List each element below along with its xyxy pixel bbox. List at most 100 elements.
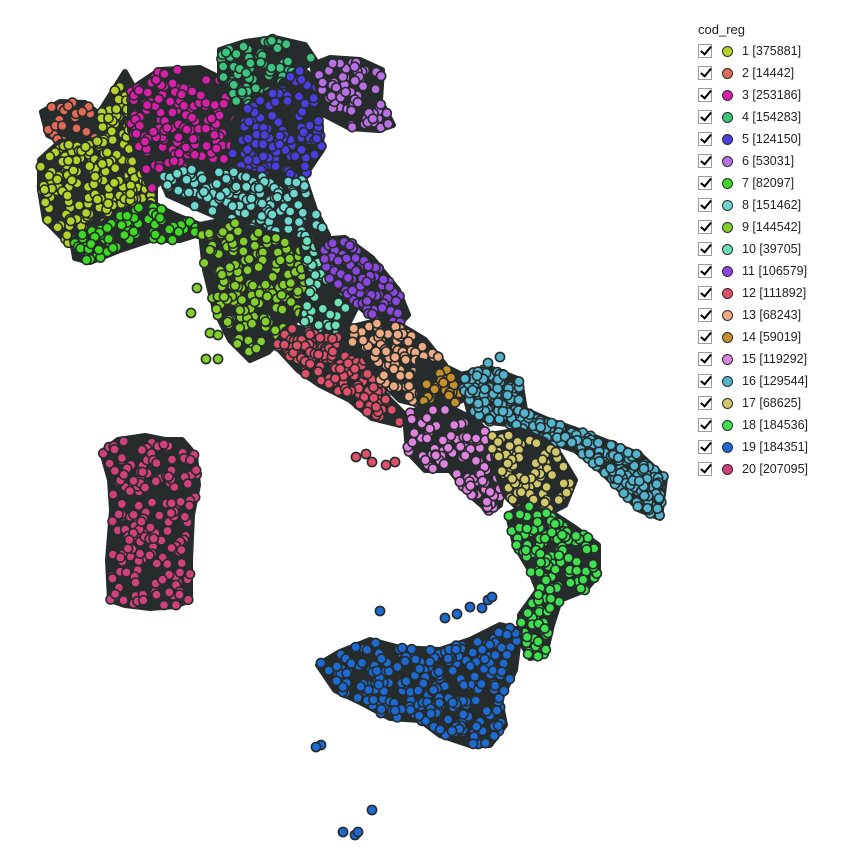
legend-label: 2 [14442] xyxy=(742,66,795,80)
legend-item-14[interactable]: 14 [59019] xyxy=(698,326,838,348)
legend-item-17[interactable]: 17 [68625] xyxy=(698,392,838,414)
region-12-island-points xyxy=(350,448,401,471)
legend-checkbox[interactable] xyxy=(698,330,712,344)
region-9-points xyxy=(196,217,314,363)
legend-swatch-icon xyxy=(722,441,733,453)
legend-swatch-icon xyxy=(722,463,733,475)
legend-swatch-icon xyxy=(722,221,733,233)
region-3-points xyxy=(125,64,249,194)
legend-item-6[interactable]: 6 [53031] xyxy=(698,150,838,172)
legend-checkbox[interactable] xyxy=(698,352,712,366)
region-16-points xyxy=(457,364,669,521)
legend-checkbox[interactable] xyxy=(698,308,712,322)
legend-label: 19 [184351] xyxy=(742,440,809,454)
legend-label: 20 [207095] xyxy=(742,462,809,476)
region-15-points xyxy=(402,402,508,516)
legend-rows: 1 [375881] 2 [14442] 3 [253186] 4 [154283] 5… xyxy=(698,40,838,480)
legend-swatch-icon xyxy=(722,177,733,189)
region-19-points xyxy=(315,622,523,750)
region-16-island-points xyxy=(482,351,506,369)
legend-label: 17 [68625] xyxy=(742,396,802,410)
legend-checkbox[interactable] xyxy=(698,176,712,190)
legend-item-19[interactable]: 19 [184351] xyxy=(698,436,838,458)
legend: cod_reg 1 [375881] 2 [14442] 3 [253186] 4 [… xyxy=(698,21,838,480)
legend-swatch-icon xyxy=(722,397,733,409)
legend-label: 5 [124150] xyxy=(742,132,802,146)
legend-checkbox[interactable] xyxy=(698,110,712,124)
legend-checkbox[interactable] xyxy=(698,440,712,454)
legend-item-15[interactable]: 15 [119292] xyxy=(698,348,838,370)
legend-checkbox[interactable] xyxy=(698,418,712,432)
legend-label: 4 [154283] xyxy=(742,110,802,124)
region-1-points xyxy=(35,69,158,253)
legend-item-10[interactable]: 10 [39705] xyxy=(698,238,838,260)
legend-swatch-icon xyxy=(722,133,733,145)
legend-label: 12 [111892] xyxy=(742,286,807,300)
region-9-island-points xyxy=(185,282,224,365)
region-7-points xyxy=(69,200,208,266)
legend-item-18[interactable]: 18 [184536] xyxy=(698,414,838,436)
legend-swatch-icon xyxy=(722,45,733,57)
legend-swatch-icon xyxy=(722,243,733,255)
legend-label: 14 [59019] xyxy=(742,330,802,344)
legend-checkbox[interactable] xyxy=(698,396,712,410)
legend-swatch-icon xyxy=(722,265,733,277)
legend-item-9[interactable]: 9 [144542] xyxy=(698,216,838,238)
legend-checkbox[interactable] xyxy=(698,154,712,168)
legend-checkbox[interactable] xyxy=(698,286,712,300)
legend-swatch-icon xyxy=(722,287,733,299)
legend-swatch-icon xyxy=(722,375,733,387)
legend-checkbox[interactable] xyxy=(698,220,712,234)
legend-item-12[interactable]: 12 [111892] xyxy=(698,282,838,304)
region-5-points xyxy=(227,65,327,183)
legend-swatch-icon xyxy=(722,111,733,123)
legend-label: 3 [253186] xyxy=(742,88,802,102)
region-20-points xyxy=(97,433,203,611)
legend-swatch-icon xyxy=(722,353,733,365)
legend-checkbox[interactable] xyxy=(698,66,712,80)
legend-label: 13 [68243] xyxy=(742,308,802,322)
legend-checkbox[interactable] xyxy=(698,198,712,212)
legend-label: 6 [53031] xyxy=(742,154,795,168)
legend-swatch-icon xyxy=(722,309,733,321)
legend-item-5[interactable]: 5 [124150] xyxy=(698,128,838,150)
legend-swatch-icon xyxy=(722,331,733,343)
region-8-points xyxy=(157,164,331,242)
legend-swatch-icon xyxy=(722,89,733,101)
legend-item-2[interactable]: 2 [14442] xyxy=(698,62,838,84)
legend-title: cod_reg xyxy=(698,22,745,37)
region-6-points xyxy=(309,55,396,133)
legend-checkbox[interactable] xyxy=(698,242,712,256)
region-19-island-points xyxy=(310,591,498,841)
legend-label: 18 [184536] xyxy=(742,418,809,432)
legend-label: 9 [144542] xyxy=(742,220,802,234)
legend-swatch-icon xyxy=(722,419,733,431)
region-17-points xyxy=(486,427,578,518)
legend-item-11[interactable]: 11 [106579] xyxy=(698,260,838,282)
legend-checkbox[interactable] xyxy=(698,132,712,146)
legend-checkbox[interactable] xyxy=(698,44,712,58)
legend-label: 1 [375881] xyxy=(742,44,802,58)
legend-checkbox[interactable] xyxy=(698,88,712,102)
legend-swatch-icon xyxy=(722,67,733,79)
legend-checkbox[interactable] xyxy=(698,462,712,476)
legend-item-20[interactable]: 20 [207095] xyxy=(698,458,838,480)
legend-checkbox[interactable] xyxy=(698,374,712,388)
region-18-points xyxy=(503,501,603,662)
legend-item-3[interactable]: 3 [253186] xyxy=(698,84,838,106)
legend-item-13[interactable]: 13 [68243] xyxy=(698,304,838,326)
legend-label: 10 [39705] xyxy=(742,242,802,256)
legend-label: 15 [119292] xyxy=(742,352,808,366)
legend-item-8[interactable]: 8 [151462] xyxy=(698,194,838,216)
legend-label: 11 [106579] xyxy=(742,264,808,278)
legend-item-16[interactable]: 16 [129544] xyxy=(698,370,838,392)
legend-label: 16 [129544] xyxy=(742,374,809,388)
legend-item-7[interactable]: 7 [82097] xyxy=(698,172,838,194)
legend-label: 7 [82097] xyxy=(742,176,795,190)
legend-item-1[interactable]: 1 [375881] xyxy=(698,40,838,62)
legend-item-4[interactable]: 4 [154283] xyxy=(698,106,838,128)
legend-swatch-icon xyxy=(722,155,733,167)
legend-checkbox[interactable] xyxy=(698,264,712,278)
